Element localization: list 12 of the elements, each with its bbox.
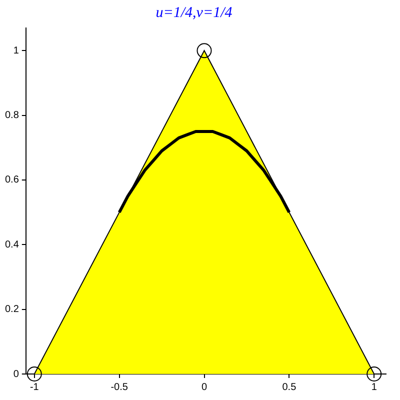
y-tick-label: 0.6: [4, 174, 20, 186]
x-tick-label: 1: [371, 382, 378, 393]
x-tick-label: -0.5: [110, 382, 128, 393]
y-tick-label: 0: [13, 368, 20, 380]
x-tick-label: 0.5: [282, 382, 297, 393]
x-tick-label: 0: [201, 382, 208, 393]
y-tick-label: 0.2: [4, 304, 20, 316]
y-tick-label: 0.8: [4, 110, 20, 122]
x-tick-label: -1: [30, 382, 40, 393]
y-tick-label: 0.4: [4, 239, 20, 250]
chart-title: u=1/4,v=1/4: [156, 4, 233, 21]
y-tick-label: 1: [13, 45, 20, 56]
